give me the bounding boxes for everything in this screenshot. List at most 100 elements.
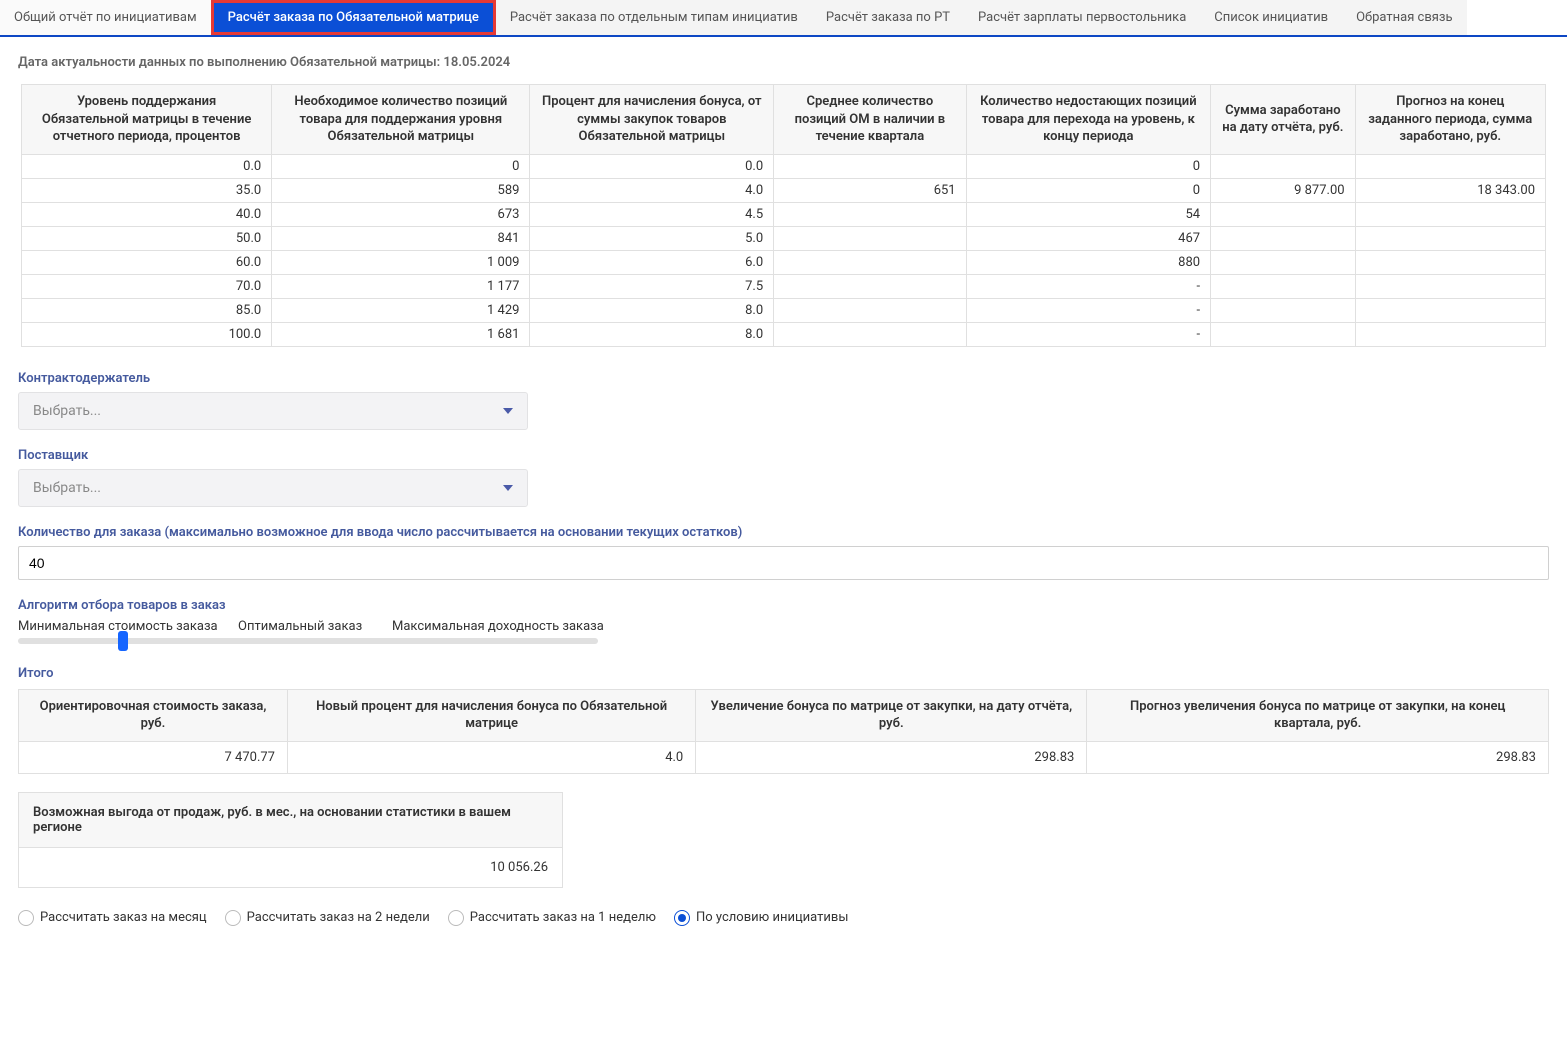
table-cell: 673 (272, 202, 530, 226)
benefit-table: Возможная выгода от продаж, руб. в мес.,… (18, 792, 563, 888)
table-cell: 9 877.00 (1211, 178, 1355, 202)
table-cell: 50.0 (22, 226, 272, 250)
radio-option[interactable]: Рассчитать заказ на 2 недели (225, 910, 430, 926)
table-cell: 100.0 (22, 322, 272, 346)
tab[interactable]: Расчёт заказа по Обязательной матрице (211, 0, 496, 35)
algorithm-label: Алгоритм отбора товаров в заказ (18, 598, 1549, 613)
radio-label: Рассчитать заказ на 1 неделю (470, 910, 656, 925)
radio-option[interactable]: По условию инициативы (674, 910, 848, 926)
table-cell (774, 226, 966, 250)
qty-input[interactable] (18, 546, 1549, 580)
column-header: Процент для начисления бонуса, от суммы … (530, 85, 774, 155)
column-header: Увеличение бонуса по матрице от закупки,… (696, 689, 1087, 741)
radio-option[interactable]: Рассчитать заказ на месяц (18, 910, 207, 926)
table-row: 50.08415.0 467 (22, 226, 1546, 250)
table-cell (1211, 274, 1355, 298)
tabs-bar: Общий отчёт по инициативамРасчёт заказа … (0, 0, 1567, 37)
table-cell (1211, 322, 1355, 346)
table-row: 85.01 4298.0 - (22, 298, 1546, 322)
table-cell: 1 429 (272, 298, 530, 322)
table-cell: 8.0 (530, 298, 774, 322)
tab[interactable]: Расчёт заказа по РТ (812, 0, 964, 35)
relevance-date: Дата актуальности данных по выполнению О… (18, 55, 1567, 70)
algorithm-slider[interactable] (18, 638, 598, 644)
table-row: 60.01 0096.0 880 (22, 250, 1546, 274)
table-cell: 1 009 (272, 250, 530, 274)
table-cell: 0 (272, 154, 530, 178)
tab[interactable]: Расчёт зарплаты первостольника (964, 0, 1200, 35)
select-placeholder: Выбрать... (33, 403, 101, 419)
table-cell (1355, 274, 1545, 298)
table-cell: 54 (966, 202, 1210, 226)
table-cell: 1 681 (272, 322, 530, 346)
table-cell: 35.0 (22, 178, 272, 202)
supplier-select[interactable]: Выбрать... (18, 469, 528, 507)
radio-icon (225, 910, 241, 926)
radio-label: Рассчитать заказ на 2 недели (247, 910, 430, 925)
column-header: Прогноз увеличения бонуса по матрице от … (1087, 689, 1549, 741)
benefit-header: Возможная выгода от продаж, руб. в мес.,… (19, 792, 563, 847)
table-cell (1355, 322, 1545, 346)
table-cell (774, 322, 966, 346)
table-row: 35.05894.065109 877.0018 343.00 (22, 178, 1546, 202)
matrix-table: Уровень поддержания Обязательной матрицы… (21, 84, 1546, 347)
column-header: Количество недостающих позиций товара дл… (966, 85, 1210, 155)
chevron-down-icon (503, 485, 513, 491)
table-cell: 8.0 (530, 322, 774, 346)
tab[interactable]: Расчёт заказа по отдельным типам инициат… (496, 0, 812, 35)
table-cell: 589 (272, 178, 530, 202)
column-header: Новый процент для начисления бонуса по О… (288, 689, 696, 741)
table-cell (1355, 202, 1545, 226)
table-cell: 40.0 (22, 202, 272, 226)
table-cell: 70.0 (22, 274, 272, 298)
tab[interactable]: Общий отчёт по инициативам (0, 0, 211, 35)
table-cell: 6.0 (530, 250, 774, 274)
table-cell: - (966, 298, 1210, 322)
column-header: Уровень поддержания Обязательной матрицы… (22, 85, 272, 155)
table-cell: 7.5 (530, 274, 774, 298)
table-cell: 4.5 (530, 202, 774, 226)
table-cell: 60.0 (22, 250, 272, 274)
table-cell (1211, 250, 1355, 274)
table-cell (774, 154, 966, 178)
table-cell (1355, 250, 1545, 274)
slider-opt-max: Максимальная доходность заказа (392, 619, 604, 634)
table-cell: 651 (774, 178, 966, 202)
slider-opt-optimal: Оптимальный заказ (238, 619, 392, 634)
table-cell: 7 470.77 (19, 741, 288, 773)
table-cell (1355, 298, 1545, 322)
tab[interactable]: Обратная связь (1342, 0, 1467, 35)
radio-icon (674, 910, 690, 926)
column-header: Среднее количество позиций ОМ в наличии … (774, 85, 966, 155)
contractor-select[interactable]: Выбрать... (18, 392, 528, 430)
table-cell (1211, 202, 1355, 226)
table-cell: 880 (966, 250, 1210, 274)
radio-icon (448, 910, 464, 926)
table-cell: - (966, 274, 1210, 298)
qty-label: Количество для заказа (максимально возмо… (18, 525, 1549, 540)
radio-label: Рассчитать заказ на месяц (40, 910, 207, 925)
tab[interactable]: Список инициатив (1200, 0, 1342, 35)
table-row: 40.06734.5 54 (22, 202, 1546, 226)
table-cell (1211, 226, 1355, 250)
table-cell: 467 (966, 226, 1210, 250)
table-cell: 298.83 (1087, 741, 1549, 773)
table-cell: 0 (966, 154, 1210, 178)
totals-table: Ориентировочная стоимость заказа, руб.Но… (18, 689, 1549, 774)
table-cell (1211, 298, 1355, 322)
table-cell: 85.0 (22, 298, 272, 322)
slider-thumb[interactable] (118, 631, 128, 651)
table-cell: 0.0 (22, 154, 272, 178)
table-row: 100.01 6818.0- (22, 322, 1546, 346)
table-cell: 4.0 (288, 741, 696, 773)
table-cell: 841 (272, 226, 530, 250)
table-cell: 5.0 (530, 226, 774, 250)
table-cell (1355, 154, 1545, 178)
column-header: Ориентировочная стоимость заказа, руб. (19, 689, 288, 741)
table-cell (774, 250, 966, 274)
totals-title: Итого (18, 666, 1549, 681)
table-cell (1355, 226, 1545, 250)
table-cell: 0.0 (530, 154, 774, 178)
supplier-label: Поставщик (18, 448, 1549, 463)
radio-option[interactable]: Рассчитать заказ на 1 неделю (448, 910, 656, 926)
